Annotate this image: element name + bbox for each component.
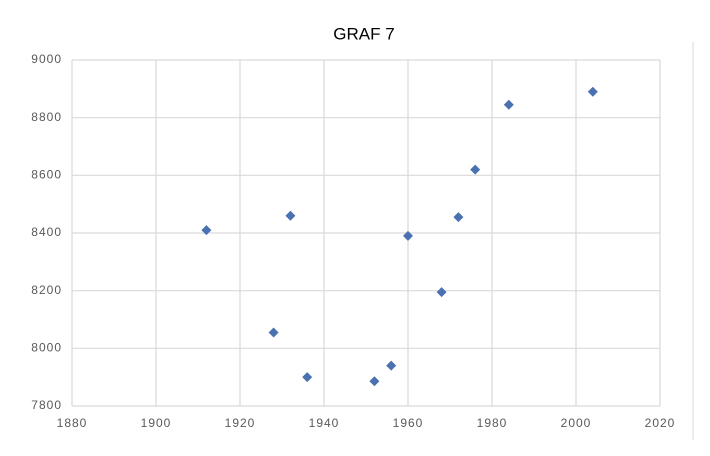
- x-tick-label: 1960: [393, 416, 424, 430]
- point: [587, 86, 598, 97]
- y-tick-label: 8000: [31, 341, 62, 355]
- x-tick-label: 2000: [561, 416, 592, 430]
- point: [503, 99, 514, 110]
- x-tick-label: 1900: [141, 416, 172, 430]
- x-tick-label: 1980: [477, 416, 508, 430]
- point: [285, 210, 296, 221]
- x-tick-label: 2020: [645, 416, 676, 430]
- y-tick-label: 8200: [31, 283, 62, 297]
- point: [403, 230, 413, 241]
- y-tick-label: 8600: [31, 168, 62, 182]
- x-tick-label: 1920: [225, 416, 256, 430]
- x-tick-label: 1940: [309, 416, 340, 430]
- chart-title: GRAF 7: [333, 24, 394, 43]
- y-tick-label: 9000: [31, 52, 62, 66]
- x-tick-label: 1880: [57, 416, 88, 430]
- point: [268, 327, 279, 338]
- point: [201, 225, 212, 236]
- point: [386, 360, 397, 371]
- point: [436, 287, 447, 298]
- y-tick-label: 8400: [31, 225, 62, 239]
- point: [470, 164, 481, 175]
- y-tick-label: 8800: [31, 110, 62, 124]
- point: [302, 372, 313, 383]
- y-tick-label: 7800: [31, 398, 62, 412]
- point: [453, 212, 464, 223]
- point: [369, 376, 380, 387]
